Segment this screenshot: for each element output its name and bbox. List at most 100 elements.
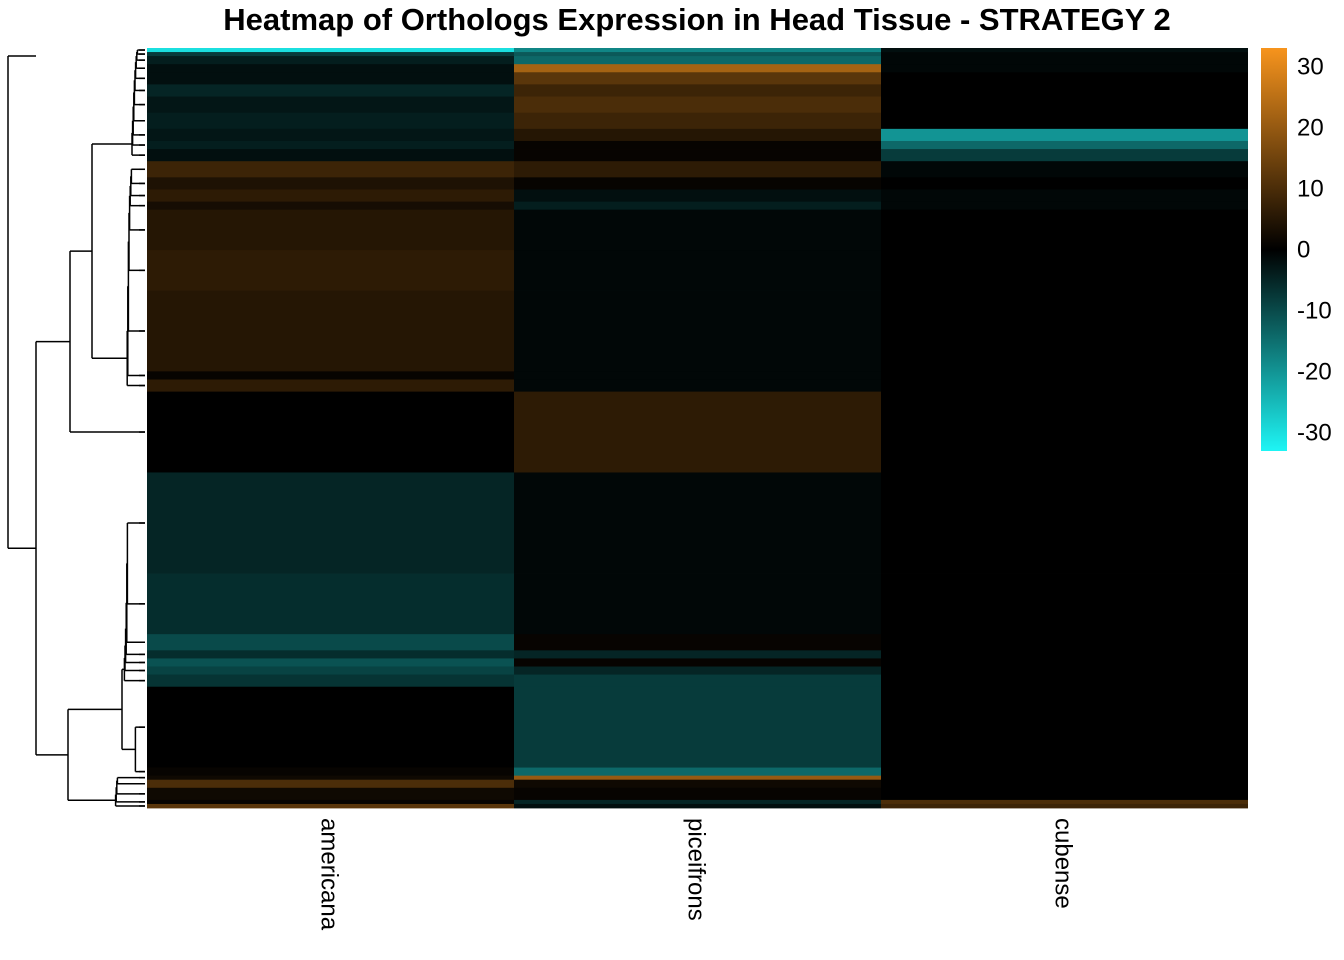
- heatmap-cell: [147, 767, 514, 777]
- heatmap-cell: [881, 634, 1248, 651]
- heatmap-cell: [881, 149, 1248, 162]
- colorbar: [1261, 48, 1287, 451]
- heatmap-cell: [514, 84, 881, 97]
- heatmap-cell: [881, 56, 1248, 65]
- heatmap-cell: [147, 189, 514, 203]
- heatmap-cell: [514, 573, 881, 635]
- heatmap-cell: [147, 84, 514, 97]
- heatmap-cell: [514, 209, 881, 251]
- heatmap-cell: [147, 779, 514, 789]
- heatmap-cell: [147, 48, 514, 53]
- colorbar-tick-label: 20: [1297, 114, 1324, 141]
- heatmap-cell: [514, 112, 881, 130]
- heatmap-cell: [881, 658, 1248, 667]
- heatmap-cell: [514, 686, 881, 768]
- heatmap-cell: [881, 799, 1248, 805]
- heatmap-cell: [881, 177, 1248, 190]
- heatmap-cell: [514, 140, 881, 150]
- heatmap-cell: [881, 573, 1248, 635]
- colorbar-tick-label: -10: [1297, 298, 1332, 325]
- heatmap-cell: [514, 371, 881, 380]
- heatmap-cell: [514, 201, 881, 211]
- heatmap-cell: [147, 52, 514, 57]
- heatmap-cell: [881, 650, 1248, 659]
- heatmap-cell: [514, 472, 881, 574]
- heatmap-cell: [147, 573, 514, 635]
- heatmap-cell: [147, 201, 514, 211]
- heatmap-cell: [881, 674, 1248, 688]
- heatmap-cell: [147, 634, 514, 651]
- heatmap-cell: [147, 149, 514, 162]
- heatmap-cell: [881, 112, 1248, 130]
- heatmap-cell: [514, 52, 881, 57]
- heatmap-cell: [514, 666, 881, 675]
- heatmap-cell: [514, 56, 881, 65]
- heatmap-cell: [881, 140, 1248, 150]
- heatmap-cell: [514, 128, 881, 142]
- heatmap-cell: [881, 391, 1248, 473]
- heatmap-cell: [514, 290, 881, 372]
- heatmap-cell: [881, 209, 1248, 251]
- heatmap-cell: [514, 161, 881, 178]
- heatmap-cell: [147, 250, 514, 291]
- heatmap-cell: [881, 72, 1248, 85]
- heatmap-cell: [881, 250, 1248, 291]
- heatmap-cell: [147, 391, 514, 473]
- heatmap-cell: [147, 72, 514, 85]
- heatmap-cell: [147, 666, 514, 675]
- heatmap-cell: [881, 84, 1248, 97]
- heatmap-cell: [514, 177, 881, 190]
- heatmap-cell: [881, 48, 1248, 53]
- colorbar-tick-label: 0: [1297, 237, 1310, 264]
- heatmap-cell: [881, 201, 1248, 211]
- heatmap-cell: [881, 128, 1248, 142]
- column-label: americana: [316, 818, 343, 931]
- heatmap-cell: [147, 112, 514, 130]
- heatmap-cell: [514, 379, 881, 393]
- heatmap-cell: [147, 209, 514, 251]
- column-label: cubense: [1050, 818, 1077, 909]
- heatmap-cell: [514, 658, 881, 667]
- colorbar-tick-label: 30: [1297, 53, 1324, 80]
- heatmap-cell: [514, 96, 881, 114]
- heatmap-cell: [514, 803, 881, 809]
- heatmap-cell: [147, 290, 514, 372]
- colorbar-ticks: 30 20 10 0 -10 -20 -30: [1297, 53, 1332, 446]
- heatmap-cell: [147, 472, 514, 574]
- heatmap-cell: [514, 48, 881, 53]
- heatmap-cell: [147, 140, 514, 150]
- heatmap-cell: [881, 775, 1248, 781]
- heatmap-cell: [147, 658, 514, 667]
- heatmap-cell: [514, 149, 881, 162]
- heatmap-cell: [881, 52, 1248, 57]
- heatmap-cell: [881, 64, 1248, 73]
- heatmap-cell: [514, 250, 881, 291]
- heatmap-cell: [147, 128, 514, 142]
- heatmap-cell: [514, 64, 881, 73]
- heatmap-cell: [881, 379, 1248, 393]
- heatmap-cell: [881, 96, 1248, 114]
- colorbar-tick-label: 10: [1297, 175, 1324, 202]
- heatmap-cell: [881, 787, 1248, 801]
- heatmap-cell: [514, 799, 881, 805]
- heatmap-cells: [147, 48, 1248, 809]
- heatmap-cell: [514, 767, 881, 777]
- heatmap-cell: [514, 779, 881, 789]
- heatmap-cell: [147, 674, 514, 688]
- heatmap-cell: [881, 290, 1248, 372]
- heatmap-cell: [881, 803, 1248, 809]
- heatmap-cell: [147, 650, 514, 659]
- heatmap-cell: [514, 787, 881, 801]
- heatmap-cell: [147, 803, 514, 809]
- heatmap-cell: [881, 666, 1248, 675]
- heatmap-cell: [514, 634, 881, 651]
- heatmap-cell: [147, 371, 514, 380]
- heatmap-cell: [514, 189, 881, 203]
- heatmap-cell: [147, 64, 514, 73]
- heatmap-cell: [881, 472, 1248, 574]
- colorbar-gradient: [1261, 48, 1287, 451]
- heatmap-cell: [881, 161, 1248, 178]
- heatmap-cell: [147, 775, 514, 781]
- heatmap-cell: [514, 650, 881, 659]
- heatmap-cell: [881, 767, 1248, 777]
